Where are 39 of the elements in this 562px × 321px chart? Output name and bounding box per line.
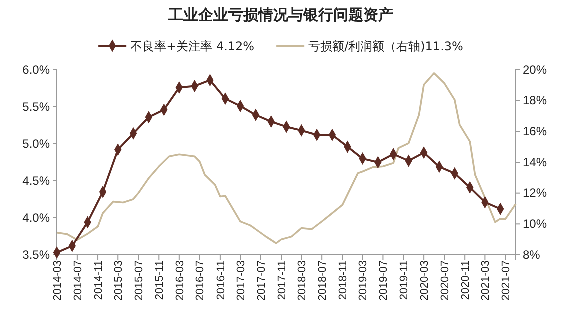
x-tick-label: 2021-07 — [500, 260, 512, 301]
x-tick-label: 2020-03 — [418, 260, 431, 301]
x-tick-label: 2015-03 — [112, 260, 125, 301]
y-tick-label: 4.0% — [22, 210, 50, 225]
y2-tick-label: 18% — [523, 94, 548, 108]
y2-tick-label: 14% — [523, 155, 548, 170]
y-tick-label: 3.5% — [22, 248, 50, 262]
x-tick-label: 2020-11 — [460, 260, 472, 300]
y-tick-label: 5.5% — [22, 100, 50, 114]
y2-tick-label: 20% — [523, 62, 548, 77]
y-tick-label: 4.5% — [22, 174, 50, 188]
x-tick-label: 2019-07 — [378, 260, 390, 301]
x-tick-label: 2017-11 — [276, 260, 288, 300]
x-tick-label: 2020-07 — [439, 260, 452, 301]
y-tick-label: 5.0% — [22, 136, 50, 151]
x-tick-label: 2014-07 — [72, 260, 84, 301]
x-tick-label: 2014-03 — [52, 260, 64, 301]
x-tick-label: 2021-03 — [480, 260, 492, 301]
x-tick-label: 2015-07 — [133, 260, 146, 301]
x-tick-label: 2018-11 — [338, 260, 350, 300]
x-tick-label: 2015-11 — [154, 260, 166, 300]
x-tick-label: 2019-03 — [358, 260, 370, 301]
x-tick-label: 2016-03 — [174, 260, 186, 301]
x-tick-label: 2019-11 — [398, 260, 411, 300]
x-tick-label: 2017-07 — [256, 260, 268, 301]
y2-tick-label: 12% — [523, 186, 548, 200]
x-tick-label: 2017-03 — [235, 260, 248, 301]
legend-label: 亏损额/利润额（右轴)11.3% — [308, 40, 464, 54]
x-tick-label: 2016-11 — [215, 260, 228, 300]
y-tick-label: 6.0% — [22, 62, 50, 77]
legend-label: 不良率+关注率 4.12% — [130, 40, 255, 54]
x-tick-label: 2018-07 — [316, 260, 329, 301]
y2-tick-label: 8% — [523, 248, 541, 262]
x-tick-label: 2014-11 — [92, 260, 105, 300]
y2-tick-label: 16% — [523, 124, 548, 139]
x-tick-label: 2016-07 — [194, 260, 207, 301]
y2-tick-label: 10% — [523, 217, 548, 232]
chart-title: 工业企业亏损情况与银行问题资产 — [168, 6, 394, 24]
x-tick-label: 2018-03 — [296, 260, 309, 301]
